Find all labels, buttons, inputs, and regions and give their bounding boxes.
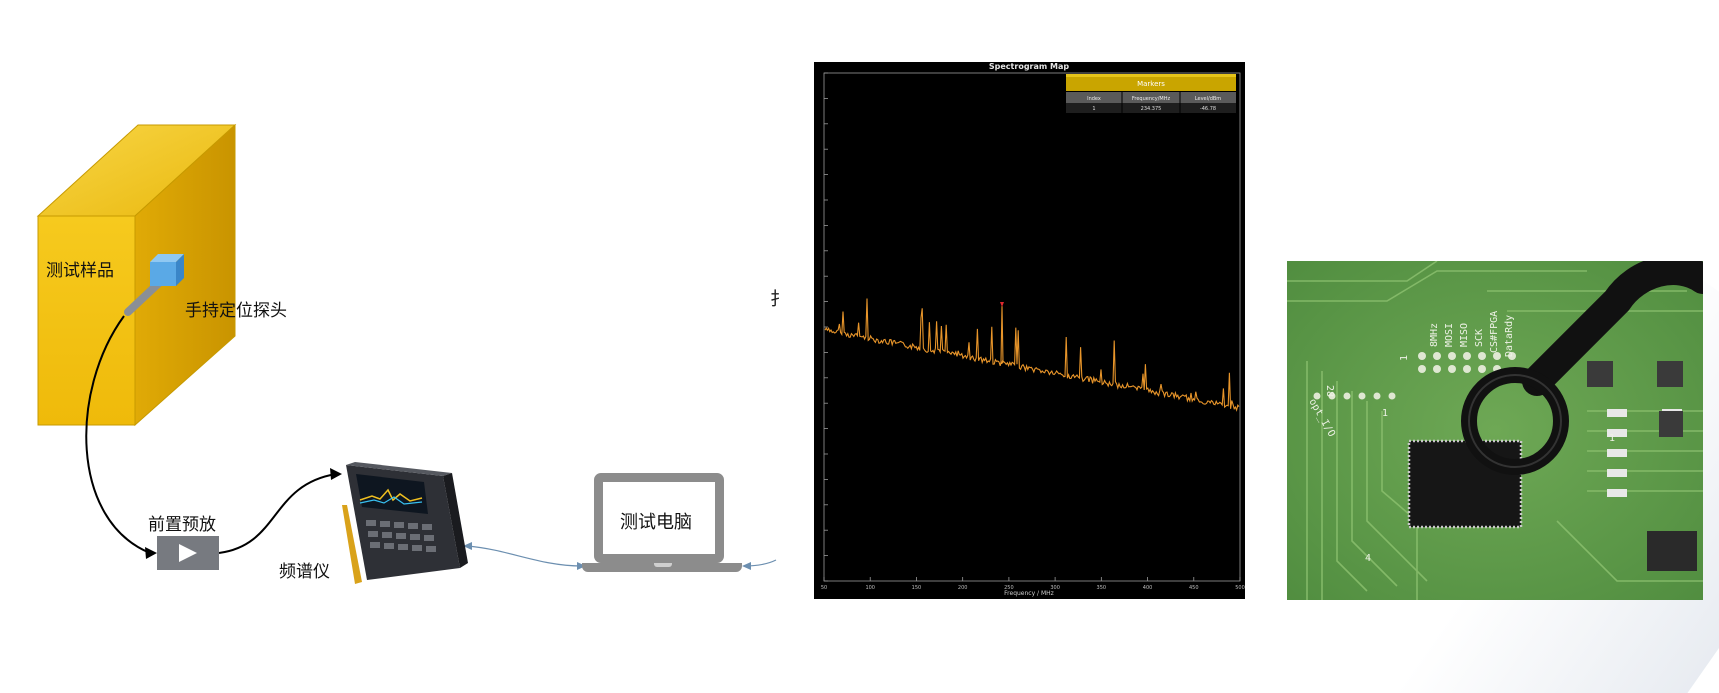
marker-col-frequency: Frequency/MHz [1132,96,1171,102]
silk-1a: 1 [1399,355,1410,361]
laptop-screen [594,473,724,563]
marker-col-index: Index [1087,96,1101,102]
x-tick-label: 200 [958,585,968,591]
loop-probe [1461,261,1703,475]
x-tick-label: 100 [865,585,875,591]
label-test-computer: 测试电脑 [620,512,692,533]
x-tick-label: 250 [1004,585,1014,591]
marker-cell-index: 1 [1092,106,1095,112]
ic-chip [1407,439,1523,529]
spectrum-trace [824,298,1240,412]
pcb-traces [1287,261,1703,600]
x-tick-label: 450 [1189,585,1199,591]
box-front-face [37,215,136,426]
silk-miso: MISO [1459,323,1470,347]
silk-28: 28 [1324,385,1335,397]
x-tick-label: 50 [821,585,827,591]
probe-head-front [150,262,176,286]
silk-sck: SCK [1474,329,1485,347]
marker-table: Markers Index Frequency/MHz Level/dBm 1 … [1066,74,1236,113]
silk-csfpga: CS#FPGA [1489,311,1500,353]
marker-table-header: Markers [1137,80,1165,88]
silk-4: 4 [1365,553,1371,564]
silk-1c: 1 [1609,433,1615,444]
probe-head-top [150,254,184,262]
cable-arrow-analyzer [330,468,342,480]
stray-glyph: 扌 [770,289,788,310]
peak-marker [1000,302,1004,307]
link-arrow-left [463,542,472,550]
laptop-base [582,563,742,572]
x-tick-label: 500 [1235,585,1245,591]
spectrum-analyzer-device [342,462,468,584]
label-handheld-probe: 手持定位探头 [185,301,287,321]
x-tick-label: 300 [1050,585,1060,591]
x-tick-label: 400 [1143,585,1153,591]
marker-cell-level: -46.78 [1200,106,1216,112]
analyzer-computer-link [467,545,583,567]
smd-components [1587,361,1697,571]
link-arrow-right [577,562,586,570]
pcb-photo: DataRdy CS#FPGA SCK MISO MOSI 8MHz 28 op… [1287,261,1703,600]
link-arrow-out [742,562,751,570]
x-tick-label: 350 [1097,585,1107,591]
cable-arrow-preamp [145,547,157,559]
probe-head-side [176,254,184,286]
label-spectrum-analyzer: 频谱仪 [279,562,330,582]
label-preamp: 前置预放 [148,515,216,535]
pcb-pads [1313,352,1516,400]
preamp-analyzer-cable [218,473,337,554]
probe-cable [85,315,151,554]
x-tick-label: 150 [912,585,922,591]
marker-col-level: Level/dBm [1195,96,1221,102]
laptop-notch [654,563,672,567]
x-axis-label: Frequency / MHz [1004,590,1054,597]
silk-1b: 1 [1382,408,1388,419]
spectrum-title: Spectrogram Map [989,62,1069,71]
silk-8mhz: 8MHz [1429,323,1440,347]
x-axis-ticks: 50 100 150 200 250 300 350 400 450 500 [821,577,1245,591]
silk-datardy: DataRdy [1504,315,1515,357]
spectrum-screenshot: Spectrogram Map 50 100 150 200 250 300 350 400 4… [814,62,1245,599]
label-test-sample: 测试样品 [46,261,114,281]
silk-mosi: MOSI [1444,323,1455,347]
play-icon [179,544,197,562]
marker-cell-frequency: 234.375 [1141,106,1162,112]
probe-rod [124,278,164,316]
y-axis-ticks [824,72,828,582]
